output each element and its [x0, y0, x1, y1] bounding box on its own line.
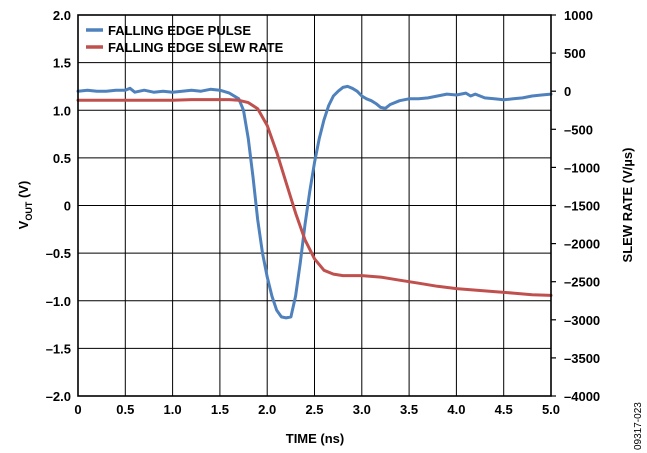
x-tick-label: 1.0: [164, 402, 182, 417]
y-tick-label: 2.0: [53, 8, 71, 23]
x-tick-label: 4.0: [447, 402, 465, 417]
x-tick-label: 5.0: [542, 402, 560, 417]
x-tick-label: 4.5: [495, 402, 513, 417]
x-axis-tick-labels: 0 0.5 1.0 1.5 2.0 2.5 3.0 3.5 4.0 4.5 5.0: [74, 402, 560, 417]
gridlines: [77, 14, 552, 397]
x-tick-label: 0.5: [116, 402, 134, 417]
x-tick-label: 2.0: [258, 402, 276, 417]
y-tick-label: 1.5: [53, 56, 71, 71]
y-tick-label: 0: [64, 199, 71, 214]
legend: FALLING EDGE PULSE FALLING EDGE SLEW RATE: [86, 23, 284, 55]
y2-axis-title: SLEW RATE (V/µs): [620, 148, 635, 263]
figure-id: 09317-023: [633, 402, 644, 450]
x-tick-label: 0: [74, 402, 81, 417]
y2-tick-label: –2500: [564, 275, 600, 290]
legend-label-1: FALLING EDGE PULSE: [108, 23, 251, 38]
y-axis-title: VOUT (V): [16, 181, 34, 230]
y-tick-label: –2.0: [46, 389, 71, 404]
y2-tick-label: 1000: [564, 8, 593, 23]
y2-tick-label: –4000: [564, 389, 600, 404]
y2-tick-label: –1000: [564, 160, 600, 175]
x-tick-label: 3.5: [400, 402, 418, 417]
x-tick-label: 1.5: [211, 402, 229, 417]
y-tick-label: –1.5: [46, 341, 71, 356]
y-tick-label: 0.5: [53, 151, 71, 166]
y-tick-label: –1.0: [46, 294, 71, 309]
y2-tick-label: –500: [564, 122, 593, 137]
x-tick-label: 2.5: [305, 402, 323, 417]
x-tick-label: 3.0: [353, 402, 371, 417]
x-axis-title: TIME (ns): [286, 431, 345, 446]
y2-tick-label: –3000: [564, 313, 600, 328]
y2-tick-label: –1500: [564, 199, 600, 214]
series-layer: [76, 84, 553, 320]
legend-label-2: FALLING EDGE SLEW RATE: [108, 40, 284, 55]
left-axis-tick-labels: 2.0 1.5 1.0 0.5 0 –0.5 –1.0 –1.5 –2.0: [46, 8, 71, 404]
y2-tick-label: 0: [564, 84, 571, 99]
right-axis-tick-labels: 1000 500 0 –500 –1000 –1500 –2000 –2500 –3000 –35…: [551, 8, 600, 404]
series-line-2: [76, 98, 553, 297]
y2-tick-label: 500: [564, 46, 586, 61]
y2-tick-label: –3500: [564, 351, 600, 366]
y-tick-label: 1.0: [53, 103, 71, 118]
series-line-1: [76, 84, 553, 320]
y2-tick-label: –2000: [564, 237, 600, 252]
y-tick-label: –0.5: [46, 246, 71, 261]
y-axis-title-subscript: OUT: [24, 201, 34, 221]
